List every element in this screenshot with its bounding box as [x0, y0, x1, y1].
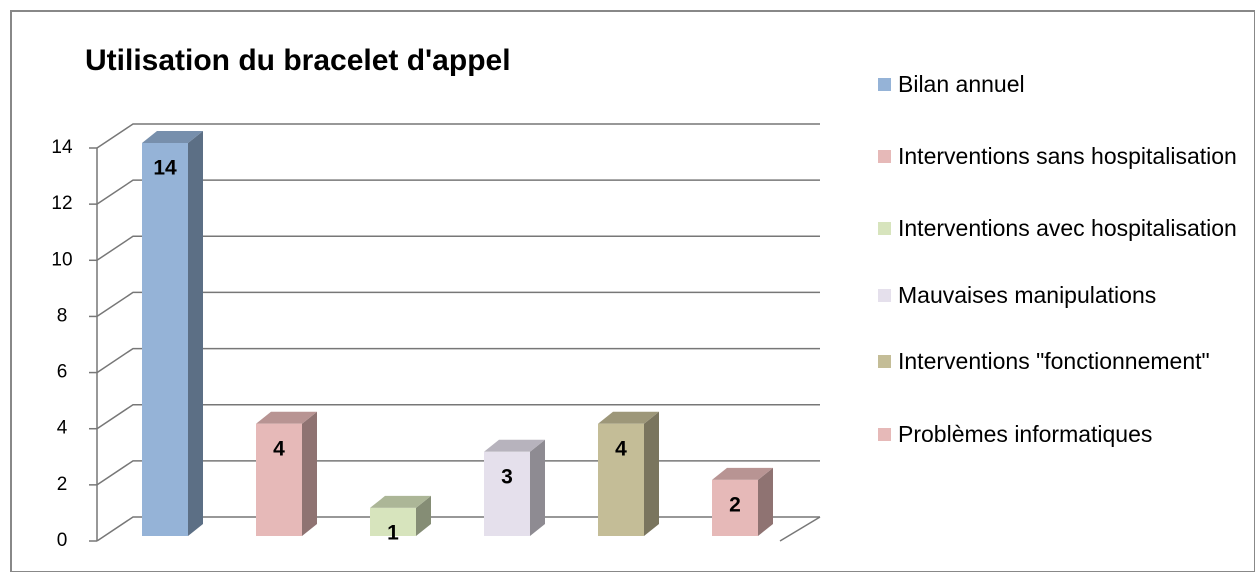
grid-line — [96, 460, 820, 486]
grid-line — [96, 516, 820, 542]
legend-item: Interventions "fonctionnement" — [878, 345, 1248, 378]
value-label: 1 — [387, 521, 399, 544]
grid-line — [96, 179, 820, 205]
legend-label: Interventions "fonctionnement" — [898, 348, 1210, 374]
floor-edge — [779, 516, 821, 542]
y-tick-label: 10 — [51, 249, 72, 270]
legend-label: Interventions avec hospitalisation — [898, 215, 1237, 241]
bar-top — [370, 495, 431, 508]
bar — [712, 479, 758, 536]
value-label: 14 — [153, 157, 177, 180]
bar-side — [302, 411, 317, 536]
bar-side — [644, 411, 659, 536]
grid-line — [96, 403, 820, 430]
legend-swatch — [878, 150, 891, 163]
value-label: 2 — [729, 493, 741, 516]
bar-top — [142, 131, 203, 143]
bar — [142, 143, 188, 536]
legend-label: Bilan annuel — [898, 71, 1025, 97]
bar-side — [530, 439, 545, 536]
legend-label: Mauvaises manipulations — [898, 282, 1157, 308]
bar — [256, 423, 302, 536]
grid-line — [96, 235, 820, 261]
bar-side — [416, 495, 431, 536]
bar — [598, 423, 644, 536]
bar-side — [188, 131, 203, 536]
y-tick-label: 14 — [51, 137, 73, 158]
legend-item: Bilan annuel — [878, 68, 1248, 101]
y-tick-label: 8 — [57, 305, 68, 326]
legend-item: Mauvaises manipulations — [878, 279, 1248, 312]
grid-line — [96, 123, 820, 149]
y-tick-label: 0 — [57, 530, 68, 551]
legend-item: Problèmes informatiques — [878, 418, 1248, 451]
legend-swatch — [878, 78, 891, 91]
y-tick-label: 4 — [57, 418, 68, 439]
bar-top — [598, 411, 659, 424]
bar-side — [758, 467, 773, 536]
bar-top — [712, 467, 773, 480]
bar — [370, 507, 416, 536]
legend-item: Interventions sans hospitalisation — [878, 140, 1248, 173]
legend-swatch — [878, 289, 891, 302]
y-tick-label: 6 — [57, 362, 68, 383]
legend-label: Interventions sans hospitalisation — [898, 143, 1237, 169]
legend-label: Problèmes informatiques — [898, 421, 1153, 447]
bar-top — [256, 411, 317, 424]
bar — [484, 451, 530, 536]
legend-item: Interventions avec hospitalisation — [878, 212, 1248, 245]
value-label: 4 — [273, 437, 285, 460]
legend-swatch — [878, 428, 891, 441]
y-tick-label: 12 — [51, 193, 72, 214]
grid-line — [96, 347, 820, 374]
chart-title: Utilisation du bracelet d'appel — [85, 44, 511, 77]
bar-top — [484, 439, 545, 452]
value-label: 4 — [615, 437, 627, 460]
value-label: 3 — [501, 465, 513, 488]
legend-swatch — [878, 222, 891, 235]
y-tick-label: 2 — [57, 474, 68, 495]
legend-swatch — [878, 355, 891, 368]
grid-line — [96, 291, 820, 318]
